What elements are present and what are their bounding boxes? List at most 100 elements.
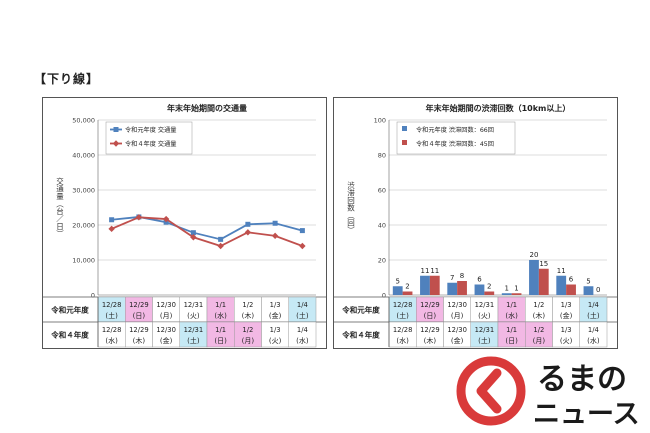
data-label: 5 xyxy=(395,277,399,285)
day-label: (水) xyxy=(105,336,118,345)
date-label: 12/29 xyxy=(129,301,149,309)
legend-label: 令和４年度 交通量 xyxy=(125,140,176,148)
date-label: 12/29 xyxy=(129,326,149,334)
date-label: 1/1 xyxy=(506,326,517,334)
data-label: 0 xyxy=(596,286,600,294)
congestion-count-chart: 年末年始期間の渋滞回数（10km以上）020406080100渋滞回数（回）51… xyxy=(334,103,617,348)
data-point xyxy=(162,215,170,223)
y-tick-label: 20,000 xyxy=(72,222,95,230)
date-cell xyxy=(97,321,126,348)
day-label: (水) xyxy=(396,336,409,345)
y-tick-label: 40,000 xyxy=(72,152,95,160)
bar xyxy=(420,275,430,295)
bar xyxy=(501,293,512,295)
bar xyxy=(484,291,495,295)
date-cell xyxy=(416,321,444,348)
day-label: (日) xyxy=(424,312,437,320)
logo-text-bottom: ニュース xyxy=(533,399,640,430)
day-label: (月) xyxy=(451,312,464,320)
day-label: (日) xyxy=(133,312,146,320)
bar xyxy=(457,281,467,295)
date-label: 12/31 xyxy=(184,326,204,334)
day-label: (火) xyxy=(187,312,200,320)
bar xyxy=(583,286,594,295)
y-tick-label: 50,000 xyxy=(72,117,95,125)
congestion-count-panel: 年末年始期間の渋滞回数（10km以上） 0 20 40 60 80 100 渋滞回数（回） 5 1… xyxy=(333,97,618,349)
date-label: 1/1 xyxy=(215,301,226,309)
y-axis-label: 交通量（台／日） xyxy=(55,176,64,237)
logo-ring xyxy=(456,356,526,426)
y-tick-label: 10,000 xyxy=(72,257,95,265)
data-point xyxy=(272,220,278,226)
date-cell xyxy=(552,321,580,348)
bar xyxy=(447,282,458,295)
data-point xyxy=(299,242,306,250)
date-label: 1/2 xyxy=(533,301,544,309)
data-label: 2 xyxy=(487,283,491,291)
legend-label: 令和元年度 交通量 xyxy=(125,126,176,134)
bar xyxy=(556,275,567,295)
date-label: 12/28 xyxy=(102,301,122,309)
date-cell xyxy=(497,296,526,323)
traffic-volume-panel: 年末年始期間の交通量 0 10,000 20,000 30,000 40,000 50,00… xyxy=(42,97,327,349)
day-label: (金) xyxy=(451,336,464,345)
day-label: (金) xyxy=(269,311,282,320)
day-label: (土) xyxy=(587,311,600,320)
day-label: (金) xyxy=(160,336,173,345)
day-label: (日) xyxy=(214,337,227,345)
data-label: 11 xyxy=(430,267,439,275)
date-label: 1/3 xyxy=(270,301,281,309)
date-cell xyxy=(552,296,580,323)
day-label: (土) xyxy=(478,336,491,345)
legend-swatch xyxy=(402,126,407,131)
y-axis-label: 渋滞回数（回） xyxy=(346,180,355,234)
y-tick-label: 20 xyxy=(378,257,386,265)
day-label: (火) xyxy=(269,337,282,345)
day-label: (月) xyxy=(533,337,546,345)
day-label: (木) xyxy=(133,336,146,345)
data-point xyxy=(108,225,115,233)
date-label: 12/29 xyxy=(420,326,440,334)
bar xyxy=(511,293,522,295)
bar xyxy=(402,291,413,295)
legend-marker xyxy=(113,127,119,132)
date-cell xyxy=(206,321,235,348)
date-label: 12/31 xyxy=(475,326,495,334)
day-label: (木) xyxy=(242,311,255,320)
date-label: 1/1 xyxy=(215,326,226,334)
date-cell xyxy=(152,321,180,348)
data-label: 6 xyxy=(477,276,482,284)
legend-label: 令和元年度 渋滞回数：66回 xyxy=(416,126,494,134)
legend xyxy=(105,121,193,155)
day-label: (土) xyxy=(296,311,309,320)
date-cell xyxy=(388,321,417,348)
table-row-label: 令和４年度 xyxy=(50,330,89,340)
data-label: 8 xyxy=(460,272,464,280)
date-label: 12/28 xyxy=(393,301,413,309)
data-point xyxy=(299,228,305,234)
traffic-volume-chart: 年末年始期間の交通量 0 10,000 20,000 30,000 40,000 50,00… xyxy=(43,103,326,348)
date-cell xyxy=(179,296,208,323)
day-label: (日) xyxy=(505,337,518,345)
y-tick-label: 80 xyxy=(378,152,386,160)
date-label: 12/30 xyxy=(447,326,467,334)
data-label: 11 xyxy=(421,267,430,275)
date-cell xyxy=(443,321,471,348)
data-label: 5 xyxy=(586,277,590,285)
data-label: 2 xyxy=(405,283,409,291)
date-label: 12/31 xyxy=(184,301,204,309)
date-cell xyxy=(234,296,262,323)
data-label: 1 xyxy=(514,284,518,292)
data-point xyxy=(109,217,115,223)
date-label: 12/29 xyxy=(420,301,440,309)
kuruma-news-logo: るまの ニュース xyxy=(456,356,640,430)
day-label: (土) xyxy=(105,311,118,320)
data-point xyxy=(217,242,224,250)
date-cell xyxy=(525,321,553,348)
data-point xyxy=(190,230,196,236)
logo-text-top: るまの xyxy=(537,362,627,397)
data-label: 1 xyxy=(504,284,508,292)
day-label: (水) xyxy=(214,311,227,320)
y-tick-label: 0 xyxy=(91,292,95,300)
table-row-label: 令和４年度 xyxy=(341,330,380,340)
